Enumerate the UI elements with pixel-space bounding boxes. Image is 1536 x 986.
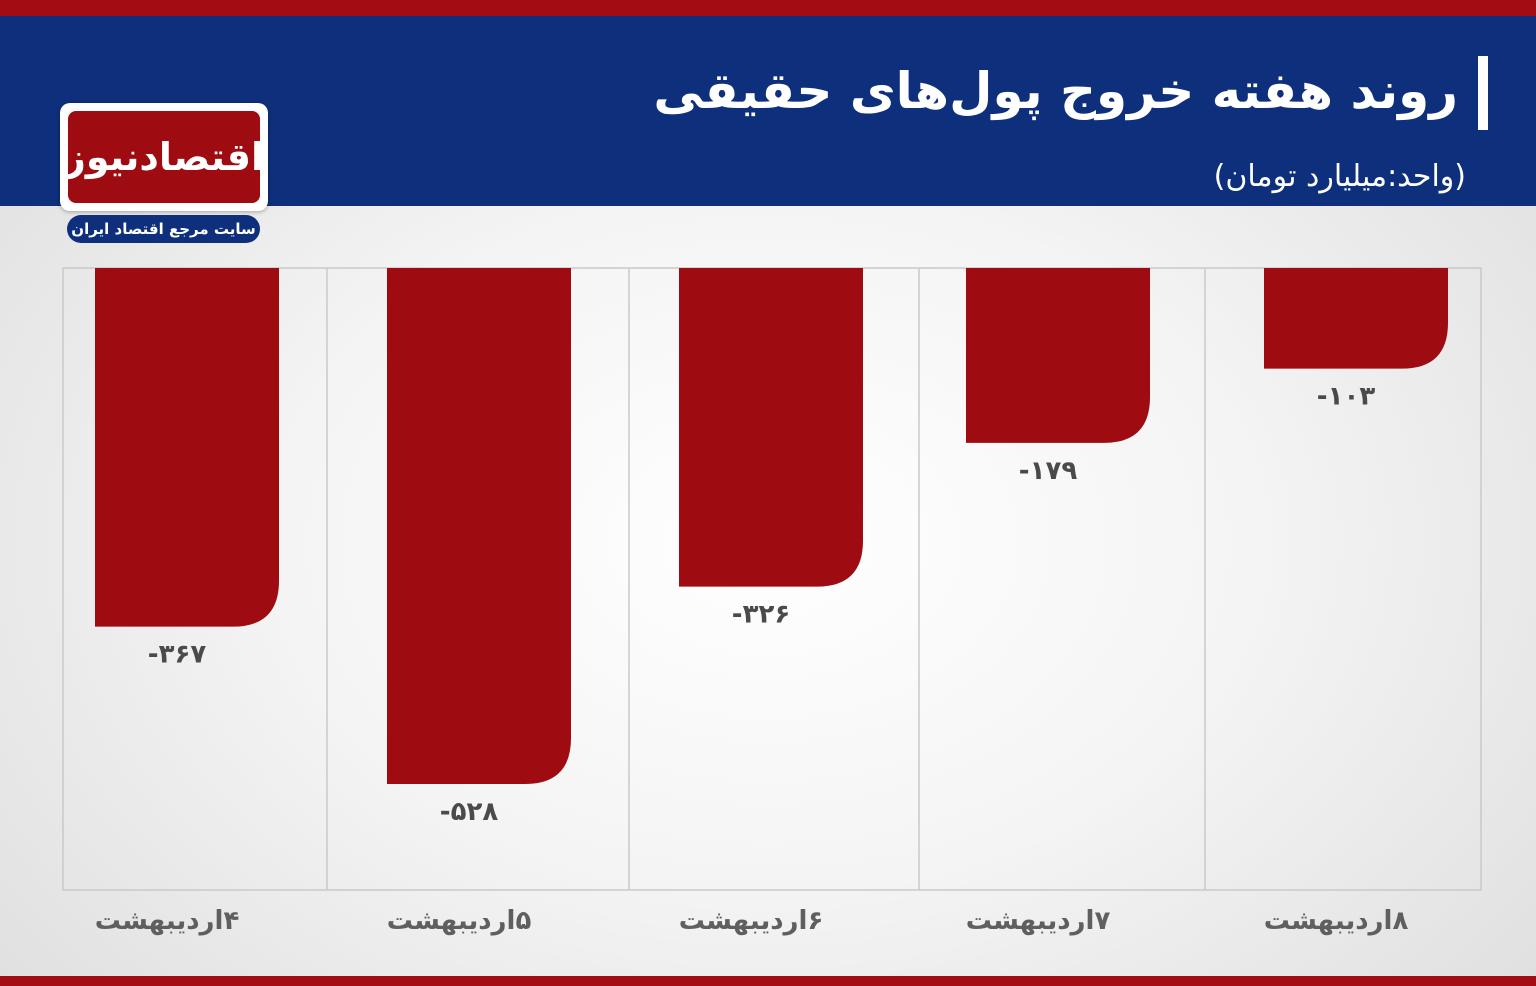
title-accent-bar [1478, 56, 1488, 130]
bar-value-label: -۳۲۶ [732, 600, 790, 630]
bar [966, 268, 1150, 443]
category-label: ۴اردیبهشت [95, 906, 240, 936]
bar-value-label: -۱۷۹ [1019, 456, 1078, 486]
unit-subtitle: (واحد:میلیارد تومان) [1213, 159, 1466, 194]
logo-tagline: سایت مرجع اقتصاد ایران [67, 215, 260, 243]
category-label: ۵اردیبهشت [387, 906, 532, 936]
bar [95, 268, 279, 627]
bar [1264, 268, 1448, 369]
category-label: ۷اردیبهشت [966, 906, 1111, 936]
chart-title: روند هفته خروج پول‌های حقیقی [653, 62, 1458, 120]
category-label: ۸اردیبهشت [1264, 906, 1409, 936]
category-label: ۶اردیبهشت [679, 906, 824, 936]
bar-value-label: -۳۶۷ [148, 640, 207, 670]
logo-wordmark: اقتصادنیوز [64, 111, 264, 203]
bottom-accent-strip [0, 976, 1536, 986]
bar [679, 268, 863, 587]
bar-value-label: -۱۰۳ [1317, 382, 1376, 412]
value-labels-group: -۳۶۷ -۵۲۸ -۳۲۶ -۱۷۹ -۱۰۳ [148, 382, 1376, 827]
bars-group [95, 268, 1448, 784]
bar [387, 268, 571, 784]
category-labels-group: ۴اردیبهشت ۵اردیبهشت ۶اردیبهشت ۷اردیبهشت ۸ارد… [95, 906, 1409, 936]
site-logo[interactable]: اقتصادنیوز [60, 103, 268, 211]
bar-value-label: -۵۲۸ [440, 797, 499, 827]
top-accent-strip [0, 0, 1536, 16]
